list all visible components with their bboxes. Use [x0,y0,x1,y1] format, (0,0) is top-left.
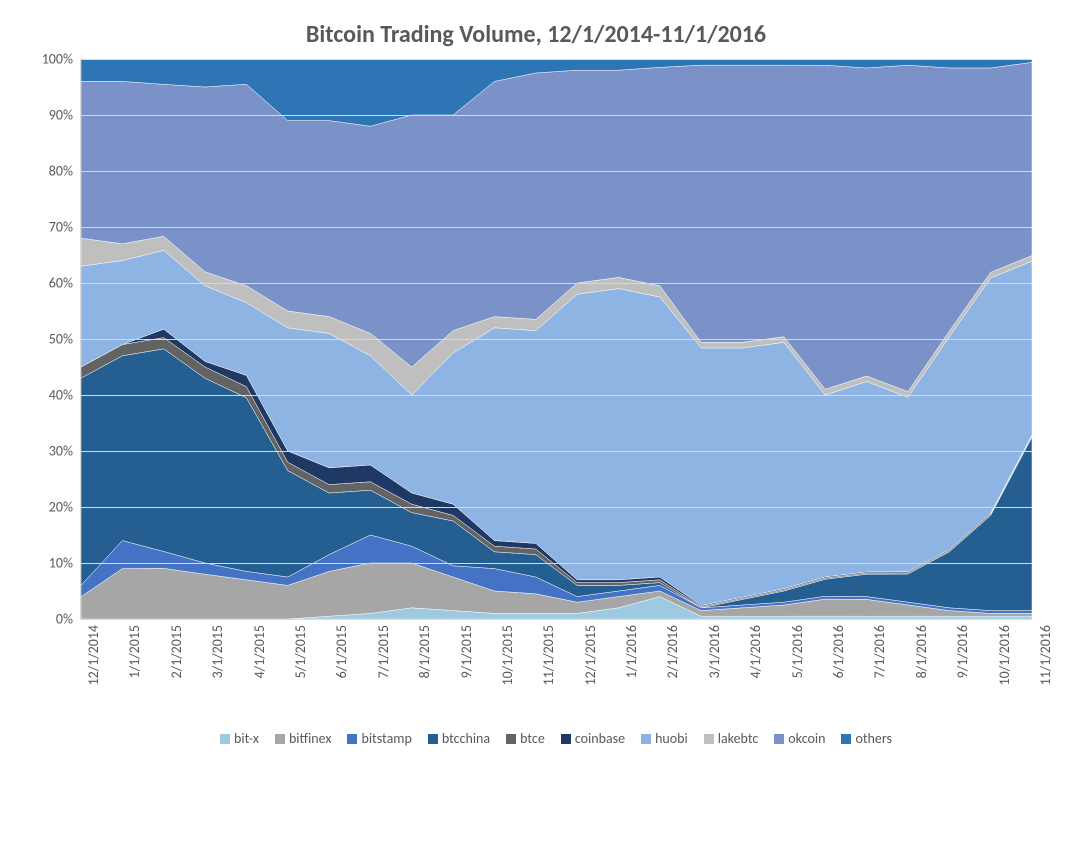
x-tick-label: 9/1/2015 [458,625,475,678]
legend-swatch [561,734,571,744]
grid-line [81,507,1032,508]
x-tick-label: 6/1/2016 [830,625,847,678]
legend-swatch [774,734,784,744]
x-tick-label: 10/1/2016 [996,625,1013,685]
legend-label: huobi [655,730,688,747]
legend-item-coinbase: coinbase [561,730,625,747]
legend: bit-x bitfinex bitstamp btcchina btce coinbas… [80,730,1032,747]
y-tick-label: 90% [49,107,81,124]
grid-line [81,283,1032,284]
x-tick-label: 10/1/2015 [499,625,516,685]
legend-item-bitstamp: bitstamp [347,730,411,747]
x-tick-label: 9/1/2016 [954,625,971,678]
x-tick-label: 11/1/2016 [1037,625,1054,685]
x-tick-label: 4/1/2016 [747,625,764,678]
x-tick-label: 1/1/2015 [126,625,143,678]
grid-line [81,115,1032,116]
legend-label: lakebtc [718,730,759,747]
legend-label: okcoin [788,730,825,747]
x-tick-label: 6/1/2015 [333,625,350,678]
y-tick-label: 30% [49,443,81,460]
x-tick-label: 3/1/2016 [706,625,723,678]
grid-line [81,563,1032,564]
legend-swatch [841,734,851,744]
legend-label: bit-x [234,730,259,747]
y-tick-label: 60% [49,275,81,292]
legend-swatch [275,734,285,744]
legend-swatch [428,734,438,744]
grid-line [81,227,1032,228]
grid-line [81,59,1032,60]
x-tick-label: 3/1/2015 [209,625,226,678]
x-tick-label: 11/1/2015 [540,625,557,685]
x-axis-labels: 12/1/2014 1/1/2015 2/1/2015 3/1/2015 4/1/201… [80,620,1032,730]
legend-item-okcoin: okcoin [774,730,825,747]
legend-swatch [641,734,651,744]
x-tick-label: 5/1/2016 [789,625,806,678]
legend-label: others [855,730,892,747]
legend-item-others: others [841,730,892,747]
y-tick-label: 80% [49,163,81,180]
legend-item-bitfinex: bitfinex [275,730,332,747]
legend-label: bitfinex [289,730,332,747]
legend-item-btce: btce [506,730,545,747]
grid-line [81,451,1032,452]
legend-label: btce [520,730,545,747]
chart-container: Bitcoin Trading Volume, 12/1/2014-11/1/2… [20,20,1052,830]
y-tick-label: 0% [56,611,81,628]
legend-swatch [704,734,714,744]
y-tick-label: 10% [49,555,81,572]
y-tick-label: 100% [42,51,81,68]
legend-item-btcchina: btcchina [428,730,490,747]
legend-swatch [220,734,230,744]
x-tick-label: 2/1/2016 [664,625,681,678]
legend-swatch [347,734,357,744]
plot-area: 0%10%20%30%40%50%60%70%80%90%100% [80,59,1032,620]
grid-line [81,395,1032,396]
chart-title: Bitcoin Trading Volume, 12/1/2014-11/1/2… [20,20,1052,49]
x-tick-label: 12/1/2015 [582,625,599,685]
y-tick-label: 50% [49,331,81,348]
legend-item-huobi: huobi [641,730,688,747]
legend-label: coinbase [575,730,625,747]
x-tick-label: 5/1/2015 [292,625,309,678]
legend-item-bit-x: bit-x [220,730,259,747]
x-tick-label: 8/1/2016 [913,625,930,678]
x-tick-label: 2/1/2015 [168,625,185,678]
legend-label: btcchina [442,730,490,747]
x-tick-label: 12/1/2014 [85,625,102,685]
y-tick-label: 20% [49,499,81,516]
x-tick-label: 8/1/2015 [416,625,433,678]
grid-line [81,171,1032,172]
grid-line [81,339,1032,340]
x-tick-label: 7/1/2015 [375,625,392,678]
x-tick-label: 7/1/2016 [871,625,888,678]
x-tick-label: 1/1/2016 [623,625,640,678]
y-tick-label: 70% [49,219,81,236]
legend-swatch [506,734,516,744]
x-tick-label: 4/1/2015 [251,625,268,678]
legend-item-lakebtc: lakebtc [704,730,759,747]
legend-label: bitstamp [361,730,411,747]
y-tick-label: 40% [49,387,81,404]
